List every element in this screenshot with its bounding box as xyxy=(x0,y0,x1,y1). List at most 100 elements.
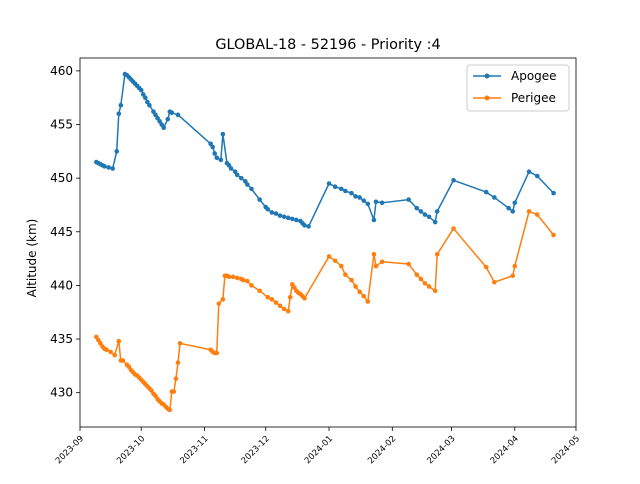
y-tick-label: 460 xyxy=(50,64,73,78)
series-apogee xyxy=(94,71,556,229)
perigee-point xyxy=(167,407,173,413)
apogee-point xyxy=(249,186,254,192)
apogee-point xyxy=(273,211,279,216)
apogee-point xyxy=(526,169,532,174)
perigee-point xyxy=(171,389,177,394)
perigee-point xyxy=(422,280,428,286)
apogee-point xyxy=(294,217,299,223)
apogee-point xyxy=(422,212,428,217)
y-tick-label: 445 xyxy=(50,225,73,239)
legend-marker-apogee xyxy=(484,73,490,79)
apogee-point xyxy=(214,155,220,161)
series-perigee xyxy=(94,209,556,413)
apogee-point xyxy=(218,157,224,163)
chart-title: GLOBAL-18 - 52196 - Priority :4 xyxy=(215,37,440,53)
apogee-point xyxy=(257,197,262,202)
apogee-point xyxy=(102,164,107,169)
perigee-point xyxy=(451,226,456,231)
perigee-point xyxy=(534,212,540,217)
perigee-point xyxy=(226,274,232,280)
perigee-point xyxy=(234,275,240,281)
perigee-point xyxy=(173,376,179,382)
perigee-point xyxy=(432,288,438,294)
apogee-point xyxy=(116,111,122,117)
perigee-point xyxy=(371,252,377,257)
perigee-point xyxy=(512,263,518,269)
legend: Apogee Perigee xyxy=(466,64,570,112)
apogee-point xyxy=(161,125,166,131)
y-tick-label: 450 xyxy=(50,171,73,185)
legend-marker-perigee xyxy=(484,95,490,101)
perigee-point xyxy=(373,263,379,269)
apogee-point xyxy=(451,177,456,183)
apogee-point xyxy=(512,200,518,206)
apogee-point xyxy=(483,189,489,195)
apogee-point xyxy=(506,205,511,211)
perigee-point xyxy=(245,278,250,284)
apogee-point xyxy=(326,181,332,186)
apogee-point xyxy=(110,166,115,171)
perigee-point xyxy=(406,261,411,267)
perigee-point xyxy=(108,349,113,355)
apogee-point xyxy=(373,199,379,205)
apogee-point xyxy=(338,186,344,192)
apogee-point xyxy=(306,224,311,229)
apogee-point xyxy=(118,102,124,108)
apogee-point xyxy=(277,213,283,218)
apogee-point xyxy=(245,182,250,187)
apogee-point xyxy=(281,214,287,220)
apogee-point xyxy=(302,223,307,228)
perigee-point xyxy=(338,263,344,269)
perigee-point xyxy=(175,360,181,365)
y-axis-label: Altitude (km) xyxy=(25,219,39,298)
perigee-point xyxy=(287,294,293,300)
perigee-point xyxy=(483,264,489,270)
apogee-point xyxy=(361,198,367,203)
perigee-point xyxy=(426,284,432,289)
apogee-point xyxy=(432,219,438,225)
perigee-point xyxy=(302,295,307,301)
y-tick-label: 455 xyxy=(50,118,73,132)
apogee-point xyxy=(343,188,348,194)
perigee-point xyxy=(332,258,338,264)
perigee-point xyxy=(216,301,222,306)
perigee-point xyxy=(230,274,236,280)
perigee-point xyxy=(343,272,348,277)
apogee-point xyxy=(147,102,152,108)
apogee-point xyxy=(114,149,120,154)
apogee-point xyxy=(289,216,295,222)
apogee-point xyxy=(371,217,377,223)
perigee-point xyxy=(269,297,275,302)
apogee-point xyxy=(379,200,385,206)
perigee-point xyxy=(414,272,420,277)
apogee-point xyxy=(365,201,371,207)
perigee-point xyxy=(434,252,440,257)
perigee-point xyxy=(104,347,109,353)
apogee-point xyxy=(406,197,411,202)
perigee-point xyxy=(418,276,424,282)
apogee-point xyxy=(165,116,171,122)
apogee-point xyxy=(332,184,338,190)
apogee-point xyxy=(357,195,362,200)
perigee-point xyxy=(240,277,246,283)
apogee-point xyxy=(414,205,420,211)
apogee-point xyxy=(265,206,271,212)
apogee-point xyxy=(238,175,244,181)
apogee-point xyxy=(426,214,432,220)
perigee-point xyxy=(526,209,532,214)
perigee-point xyxy=(277,303,283,309)
apogee-point xyxy=(143,95,148,100)
apogee-point xyxy=(210,144,215,150)
perigee-point xyxy=(365,299,371,304)
perigee-point xyxy=(326,254,332,259)
perigee-point xyxy=(220,297,226,302)
apogee-point xyxy=(234,172,240,178)
y-tick-label: 440 xyxy=(50,278,73,292)
y-tick-label: 435 xyxy=(50,332,73,346)
apogee-point xyxy=(353,194,358,199)
apogee-point xyxy=(551,190,556,196)
apogee-point xyxy=(492,195,497,200)
legend-label-perigee: Perigee xyxy=(511,91,556,105)
perigee-point xyxy=(281,306,287,312)
